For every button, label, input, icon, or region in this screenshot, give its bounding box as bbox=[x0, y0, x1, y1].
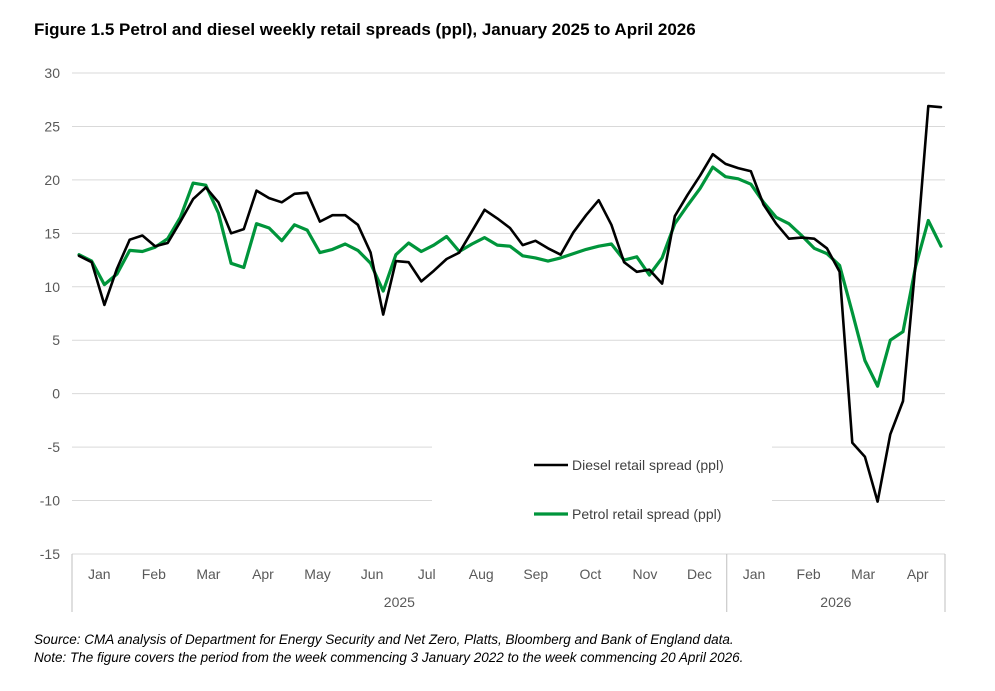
x-tick-label: Mar bbox=[196, 566, 220, 582]
y-tick-label: 10 bbox=[44, 279, 60, 295]
y-tick-label: 5 bbox=[52, 332, 60, 348]
legend: Diesel retail spread (ppl) Petrol retail… bbox=[432, 444, 772, 546]
x-tick-label: Feb bbox=[142, 566, 166, 582]
y-tick-label: -5 bbox=[48, 439, 61, 455]
x-tick-label: Jun bbox=[361, 566, 384, 582]
x-tick-label: Feb bbox=[797, 566, 821, 582]
coverage-note: Note: The figure covers the period from … bbox=[34, 650, 744, 665]
x-year-label: 2025 bbox=[384, 594, 415, 610]
series-line-petrol bbox=[77, 165, 943, 388]
source-note: Source: CMA analysis of Department for E… bbox=[34, 632, 734, 647]
series-lines bbox=[77, 104, 943, 503]
x-tick-label: May bbox=[304, 566, 330, 582]
x-tick-label: Sep bbox=[523, 566, 548, 582]
legend-label-diesel: Diesel retail spread (ppl) bbox=[572, 457, 724, 473]
y-tick-label: 15 bbox=[44, 225, 60, 241]
y-tick-label: 30 bbox=[44, 65, 60, 81]
y-tick-label: 0 bbox=[52, 386, 60, 402]
chart-title: Figure 1.5 Petrol and diesel weekly reta… bbox=[34, 20, 696, 39]
chart-notes: Source: CMA analysis of Department for E… bbox=[34, 631, 743, 667]
x-tick-label: Nov bbox=[632, 566, 657, 582]
x-tick-label: Jan bbox=[743, 566, 766, 582]
legend-background bbox=[432, 444, 772, 546]
x-tick-label: Apr bbox=[252, 566, 274, 582]
x-tick-label: Mar bbox=[851, 566, 875, 582]
x-tick-label: Jul bbox=[418, 566, 436, 582]
x-tick-label: Aug bbox=[469, 566, 494, 582]
y-tick-label: 25 bbox=[44, 118, 60, 134]
y-tick-label: -10 bbox=[40, 493, 60, 509]
x-tick-label: Oct bbox=[579, 566, 601, 582]
y-tick-label: -15 bbox=[40, 546, 60, 562]
legend-label-petrol: Petrol retail spread (ppl) bbox=[572, 506, 721, 522]
y-tick-label: 20 bbox=[44, 172, 60, 188]
series-line-diesel bbox=[77, 104, 943, 503]
x-tick-label: Jan bbox=[88, 566, 111, 582]
x-tick-label: Dec bbox=[687, 566, 712, 582]
x-tick-label: Apr bbox=[907, 566, 929, 582]
x-year-label: 2026 bbox=[820, 594, 851, 610]
